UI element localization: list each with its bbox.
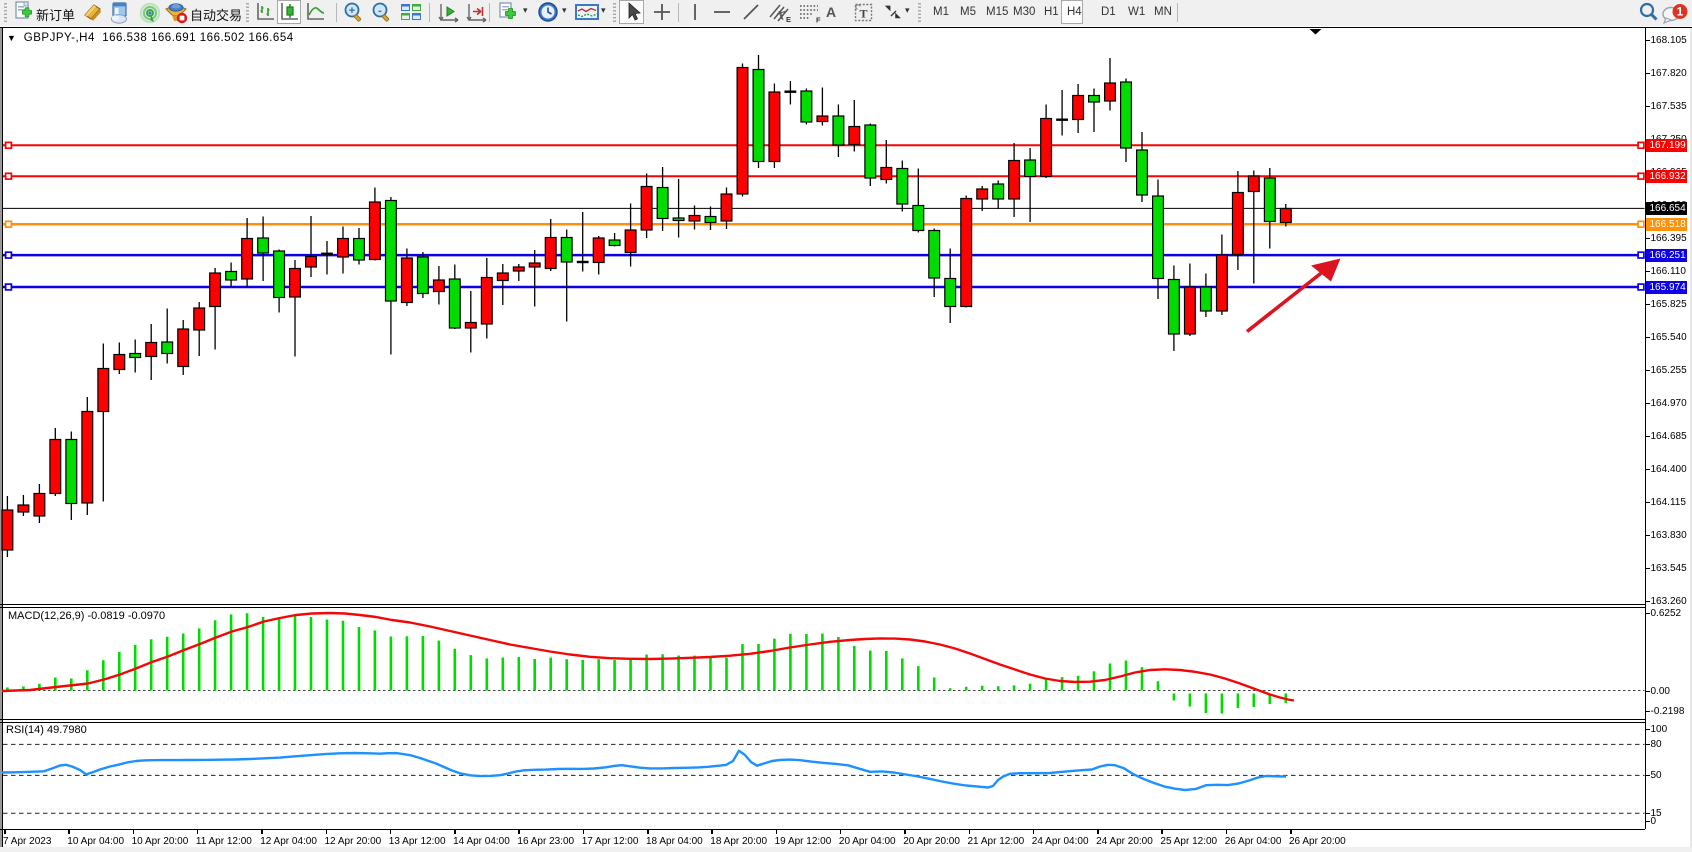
svg-text:T: T bbox=[859, 7, 867, 21]
svg-text:E: E bbox=[786, 15, 791, 24]
svg-text:F: F bbox=[816, 16, 821, 25]
svg-text:+: + bbox=[349, 5, 355, 17]
svg-text:-: - bbox=[378, 5, 382, 17]
svg-text:1: 1 bbox=[1677, 7, 1684, 19]
